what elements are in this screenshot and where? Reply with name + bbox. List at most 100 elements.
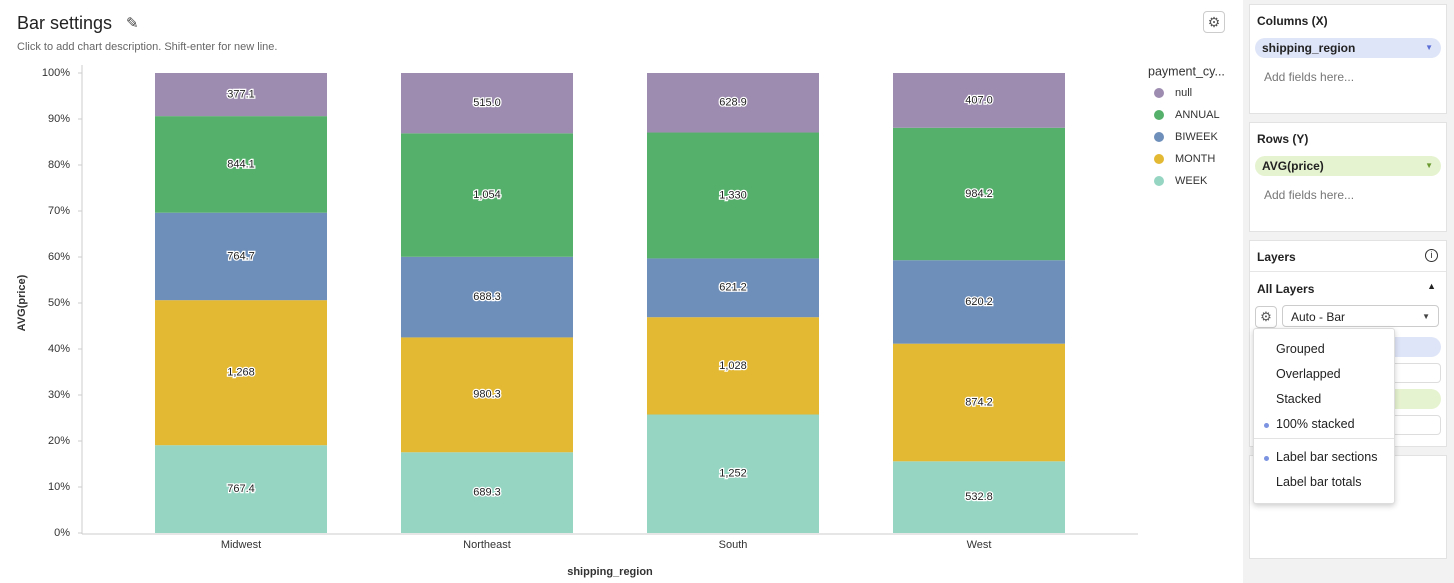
bar-segment: [155, 300, 327, 446]
bar-segment: [401, 133, 573, 257]
value-label: 1,054: [473, 189, 501, 201]
dropdown-menu: Grouped Overlapped Stacked 100% stacked Labe…: [1253, 328, 1395, 504]
value-label: 1,268: [227, 367, 255, 379]
bar-segment: [893, 127, 1065, 261]
bar-segment: [893, 260, 1065, 344]
bar-segment: [155, 73, 327, 117]
x-tick-label: Midwest: [221, 539, 261, 551]
value-label: 620.2: [965, 296, 993, 308]
value-label: 407.0: [965, 94, 993, 106]
y-axis-label: AVG(price): [16, 274, 28, 331]
bar-segment: [647, 317, 819, 415]
value-label: 515.0: [473, 97, 501, 109]
x-axis-label: shipping_region: [567, 566, 653, 578]
y-tick-label: 80%: [48, 159, 70, 171]
value-label: 767.4: [227, 483, 255, 495]
field-pill[interactable]: shipping_region ▼: [1255, 38, 1441, 58]
x-tick-label: Northeast: [463, 539, 511, 551]
columns-card: Columns (X) shipping_region ▼ Add fields …: [1249, 4, 1447, 114]
value-label: 532.8: [965, 491, 993, 503]
legend-marker: [1154, 110, 1164, 120]
menu-item[interactable]: Label bar totals: [1276, 475, 1362, 489]
layer-settings[interactable]: ⚙: [1255, 306, 1277, 328]
bar-segment: [401, 256, 573, 338]
info-icon[interactable]: i: [1425, 249, 1438, 262]
layer-group[interactable]: All Layers: [1257, 282, 1315, 296]
description[interactable]: Click to add chart description. Shift-en…: [17, 41, 278, 53]
legend-title: payment_cy...: [1148, 64, 1225, 78]
menu-item[interactable]: Overlapped: [1276, 367, 1341, 381]
legend-marker: [1154, 132, 1164, 142]
selected-dot: [1264, 423, 1269, 428]
legend-label: ANNUAL: [1175, 109, 1220, 121]
menu-item[interactable]: Stacked: [1276, 392, 1322, 406]
card-title: Layers: [1257, 250, 1296, 264]
bar-segment: [647, 73, 819, 133]
card-title: Columns (X): [1257, 14, 1328, 28]
field-pill: [1380, 337, 1441, 357]
field-pill[interactable]: AVG(price) ▼: [1255, 156, 1441, 176]
selected-dot: [1264, 456, 1269, 461]
bar-segment: [647, 258, 819, 318]
legend-label: MONTH: [1175, 153, 1215, 165]
divider: [1254, 438, 1394, 439]
y-tick-label: 30%: [48, 389, 70, 401]
settings-button[interactable]: ⚙: [1203, 11, 1225, 33]
legend-label: null: [1175, 87, 1192, 99]
bar-segment: [401, 73, 573, 134]
field: AVG(price): [1262, 159, 1324, 173]
placeholder[interactable]: Add fields here...: [1264, 188, 1355, 202]
edit-icon[interactable]: ✎: [126, 15, 139, 32]
legend-label: BIWEEK: [1175, 131, 1218, 143]
legend-marker: [1154, 88, 1164, 98]
value-label: 377.1: [227, 88, 255, 100]
bar-segment: [647, 414, 819, 533]
y-tick-label: 100%: [42, 67, 70, 79]
title[interactable]: Bar settings: [17, 13, 113, 33]
mark-select[interactable]: Auto - Bar ▼: [1282, 305, 1439, 327]
value-label: 1,330: [719, 189, 747, 201]
value-label: 980.3: [473, 389, 501, 401]
value-label: 1,028: [719, 360, 747, 372]
bar-segment: [155, 116, 327, 213]
value-label: 688.3: [473, 291, 501, 303]
y-tick-label: 60%: [48, 251, 70, 263]
y-tick-label: 20%: [48, 435, 70, 447]
chart: shipping_region AVG(price) payment_cy...…: [16, 64, 1225, 578]
bar-segment: [155, 212, 327, 301]
value-label: 628.9: [719, 97, 747, 109]
bar-segment: [647, 132, 819, 259]
x-tick-label: South: [719, 539, 748, 551]
y-tick-label: 70%: [48, 205, 70, 217]
legend-marker: [1154, 176, 1164, 186]
legend-label: WEEK: [1175, 175, 1208, 187]
card-title: Rows (Y): [1257, 132, 1309, 146]
y-tick-label: 10%: [48, 481, 70, 493]
bar-segment: [893, 461, 1065, 533]
placeholder[interactable]: Add fields here...: [1264, 70, 1355, 84]
bar-segment: [893, 343, 1065, 462]
bar-segment: [401, 452, 573, 533]
value-label: 764.7: [227, 250, 255, 262]
field: shipping_region: [1262, 41, 1356, 55]
collapse-icon[interactable]: ▲: [1427, 281, 1436, 291]
menu-item[interactable]: Label bar sections: [1276, 450, 1378, 464]
menu-item[interactable]: 100% stacked: [1276, 417, 1355, 431]
menu-item[interactable]: Grouped: [1276, 342, 1325, 356]
y-tick-label: 90%: [48, 113, 70, 125]
value-label: 621.2: [719, 282, 747, 294]
mark-type: Auto - Bar: [1291, 310, 1346, 324]
bar-segment: [893, 73, 1065, 128]
field-pill: [1380, 389, 1441, 409]
bar-segment: [155, 445, 327, 533]
x-tick-label: West: [967, 539, 992, 551]
y-tick-label: 0%: [54, 527, 70, 539]
divider: [1250, 271, 1446, 272]
bar-segment: [401, 337, 573, 453]
y-tick-label: 50%: [48, 297, 70, 309]
value-label: 844.1: [227, 158, 255, 170]
rows-card: Rows (Y) AVG(price) ▼ Add fields here...: [1249, 122, 1447, 232]
value-label: 689.3: [473, 487, 501, 499]
value-label: 1,252: [719, 468, 747, 480]
